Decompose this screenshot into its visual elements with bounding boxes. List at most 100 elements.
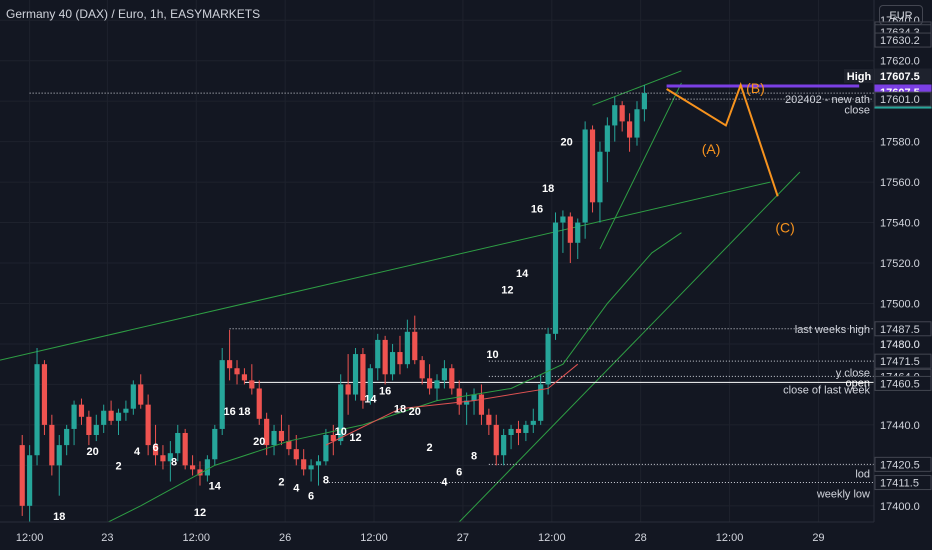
price-tick: 17560.0 [880,177,920,189]
candle-body [175,432,181,454]
time-tick: 12:00 [360,532,388,544]
candle-body [160,455,166,462]
hour-label: 4 [441,477,448,489]
candle-body [189,465,196,470]
hour-label: 18 [53,511,65,523]
price-tick: 17400.0 [880,501,920,513]
candle-body [249,380,255,389]
candle-body [219,360,225,429]
hour-label: 20 [560,137,572,149]
hour-label: 8 [171,456,177,468]
candle-body [293,449,299,460]
hour-label: 14 [516,268,529,280]
price-axis[interactable]: 17400.017420.017440.017460.017480.017500… [844,0,932,550]
candle-body [375,339,381,369]
price-label: 17630.2 [880,35,920,47]
hour-label: 2 [115,460,121,472]
trend-line [0,181,771,361]
level-label: open [846,377,870,389]
candle-body [360,354,366,401]
candle-body [234,368,240,375]
currency-button[interactable]: EUR [879,5,923,25]
candle-body [508,428,514,435]
candle-body [167,453,173,462]
candle-body [478,394,485,415]
price-label: 17460.5 [880,378,920,390]
wave-label: (C) [775,220,794,236]
candle-body [523,424,529,433]
price-label: 17480.0 [880,339,920,351]
candle-body [545,333,551,385]
price-label-box [874,32,932,48]
candle-body [145,404,151,446]
hour-label: 6 [308,491,314,503]
candle-body [71,404,77,429]
candle-body [612,105,618,126]
hour-label: 6 [456,466,462,478]
trend-line [458,171,801,523]
candle-body [352,354,359,395]
candle-body [464,400,470,405]
level-label: 202402 - new ath [785,94,870,106]
candle-body [315,461,322,466]
hour-label: 12 [349,432,361,444]
price-label-box [874,475,932,491]
candle-body [530,420,536,425]
candle-body [34,364,40,456]
hour-label: 16 [379,386,391,398]
level-label: last weeks high [795,324,870,336]
hour-label: 20 [253,436,265,448]
level-lines [29,92,874,484]
candle-body [589,129,596,203]
candle-body [108,410,114,421]
moving-averages [59,232,682,547]
price-label: 17601.0 [880,94,920,106]
candle-body [49,424,55,466]
candle-body [93,424,99,435]
candle-body [152,445,159,456]
candle-body [389,352,396,375]
candle-body [130,384,136,409]
time-axis[interactable]: 12:00 23 12:00 26 12:00 27 12:00 28 12:00 29 [0,521,932,550]
time-tick: 27 [457,532,469,544]
hour-label: 4 [293,483,300,495]
price-tick: 17440.0 [880,420,920,432]
time-tick: 23 [101,532,113,544]
wave-label: (B) [746,80,765,96]
candle-body [634,109,640,138]
candle-body [412,331,418,361]
candle-body [264,418,270,446]
candle-body [471,394,477,401]
wave-label: (A) [702,141,721,157]
candle-body [241,374,248,381]
price-tick: 17480.0 [880,339,920,351]
candle-body [345,384,351,395]
hour-label: 20 [86,446,98,458]
candle-body [138,384,144,405]
time-tick: 12:00 [183,532,211,544]
candle-body [41,364,48,425]
candle-body [449,368,455,389]
price-label-box [874,68,932,84]
grid-lines [0,0,874,522]
candle-body [552,222,559,334]
candle-body [441,368,447,381]
candle-body [604,125,610,152]
price-tick: 17500.0 [880,298,920,310]
candle-body [641,93,647,110]
candle-body [78,404,85,417]
candle-body [560,216,566,223]
time-tick: 12:00 [716,532,744,544]
candle-body [419,360,425,379]
candle-body [367,368,373,401]
candle-body [115,412,122,421]
price-label: 17487.5 [880,324,920,336]
candle-body [427,378,433,389]
candle-body [323,435,329,462]
hour-label: 12 [501,284,513,296]
price-tick: 17580.0 [880,137,920,149]
price-tick: 17620.0 [880,56,920,68]
